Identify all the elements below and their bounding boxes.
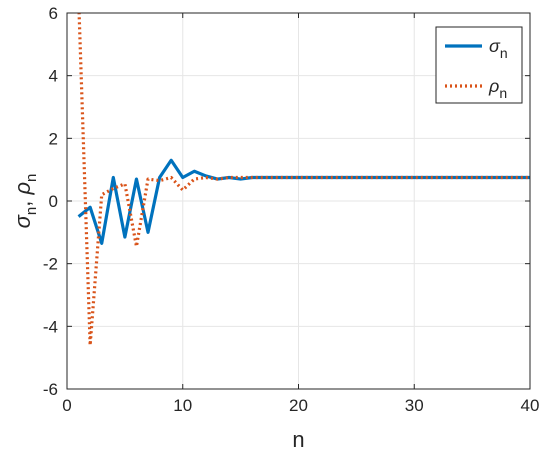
x-tick-label: 30 [405,396,424,415]
y-tick-label: -4 [43,317,58,336]
series-line-sigma [77,158,530,245]
y-tick-label: 0 [49,192,58,211]
y-tick-label: -2 [43,255,58,274]
x-tick-label: 10 [173,396,192,415]
legend-label-sigma: σn [489,36,508,61]
y-tick-label: -6 [43,380,58,399]
y-axis-label: σn, ρn [10,174,40,229]
x-axis-label: n [292,427,304,452]
legend-box [435,26,523,104]
x-tick-label: 20 [289,396,308,415]
ticks: 0 10 20 30 40 -6 -4 -2 0 2 4 6 [43,4,540,415]
legend: σn ρn [435,26,523,104]
series-layer [77,13,530,347]
y-tick-label: 2 [49,129,58,148]
grid [67,13,530,389]
y-tick-label: 6 [49,4,58,23]
x-tick-label: 0 [62,396,71,415]
x-tick-label: 40 [521,396,540,415]
legend-label-rho: ρn [488,76,507,101]
y-tick-label: 4 [49,67,58,86]
